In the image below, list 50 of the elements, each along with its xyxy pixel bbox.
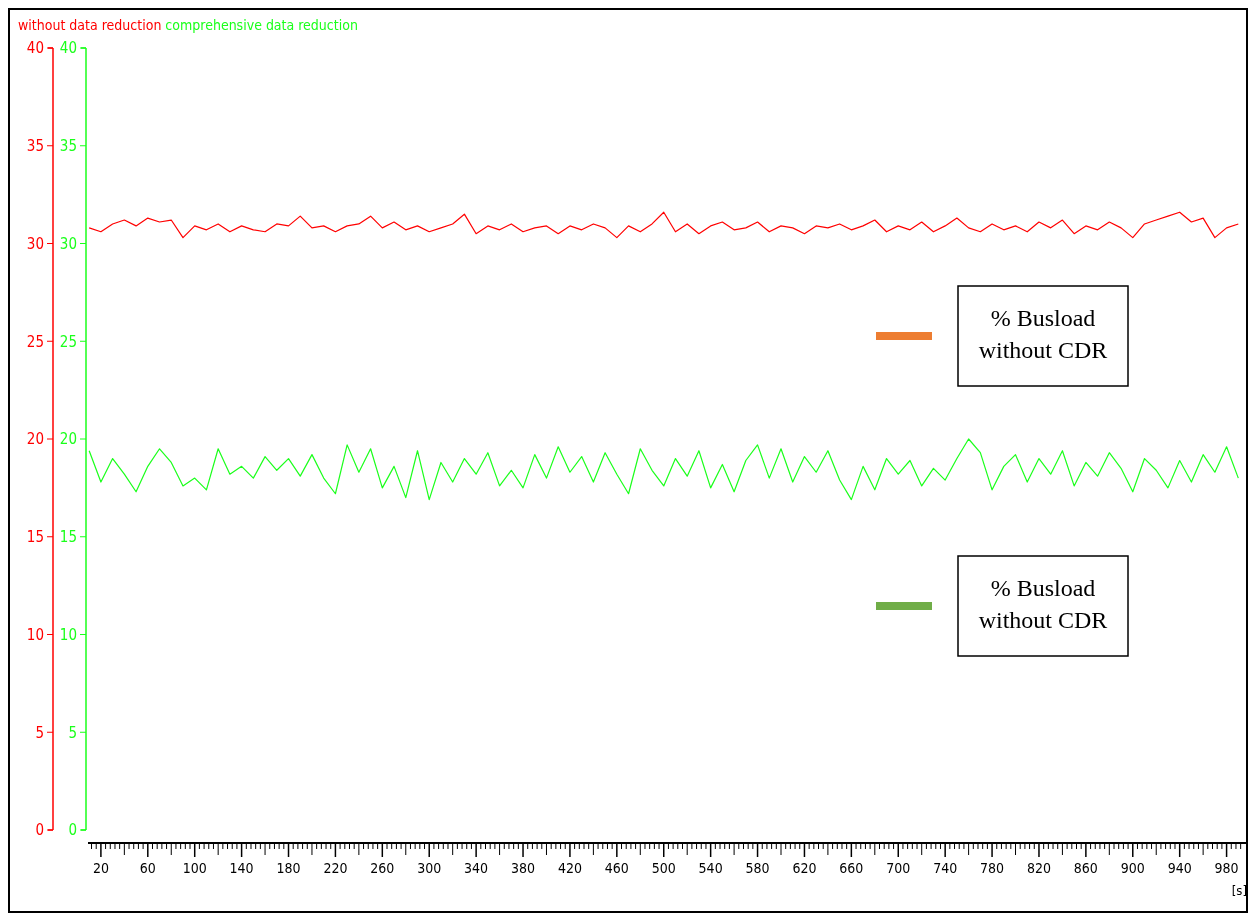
- y2-tick-label: 20: [59, 430, 77, 449]
- y-tick-label: 25: [26, 332, 44, 351]
- x-tick-label: 740: [933, 860, 958, 876]
- x-tick-label: 660: [839, 860, 864, 876]
- y-tick-label: 5: [35, 723, 44, 742]
- x-tick-label: 420: [557, 860, 582, 876]
- x-tick-label: 100: [182, 860, 207, 876]
- y-tick-label: 10: [26, 625, 44, 644]
- x-tick-label: 940: [1167, 860, 1192, 876]
- annotation: % Busload without CDR: [978, 305, 1108, 363]
- x-tick-label: 780: [980, 860, 1005, 876]
- x-tick-label: 500: [651, 860, 676, 876]
- x-tick-label: 340: [464, 860, 489, 876]
- text: without data reduction: [18, 17, 162, 33]
- y2-tick-label: 35: [59, 137, 77, 155]
- y-tick-label: 35: [26, 137, 44, 155]
- x-tick-label: 460: [604, 860, 629, 876]
- x-tick-label: 580: [745, 860, 770, 876]
- x-tick-label: 220: [323, 860, 348, 876]
- y2-tick-label: 10: [59, 625, 77, 644]
- x-tick-label: 300: [417, 860, 442, 876]
- x-tick-label: 140: [229, 860, 254, 876]
- x-tick-label: 20: [92, 860, 109, 876]
- annotation: % Busload without CDR: [978, 575, 1108, 633]
- y2-tick-label: 25: [59, 332, 77, 351]
- y2-tick-label: 40: [59, 39, 77, 58]
- x-tick-label: 700: [886, 860, 911, 876]
- x-tick-label: 900: [1120, 860, 1145, 876]
- x-tick-label: 260: [370, 860, 395, 876]
- line-series: [88, 211, 1239, 239]
- y-tick-label: 30: [26, 234, 44, 253]
- y-tick-label: 15: [26, 528, 44, 546]
- y2-tick-label: 30: [59, 234, 77, 253]
- y2-tick-label: 0: [68, 821, 77, 840]
- x-tick-label: 620: [792, 860, 817, 876]
- x-tick-label: 820: [1026, 860, 1051, 876]
- x-tick-label: 380: [511, 860, 536, 876]
- y-tick-label: 40: [26, 39, 44, 58]
- y-tick-label: 0: [35, 821, 44, 840]
- line-series: [88, 438, 1239, 501]
- x-axis-title: [s]: [1231, 883, 1247, 898]
- y2-tick-label: 5: [68, 723, 77, 742]
- y2-tick-label: 15: [59, 528, 77, 546]
- x-tick-label: 60: [139, 860, 156, 876]
- y-tick-label: 20: [26, 430, 44, 449]
- x-tick-label: 540: [698, 860, 723, 876]
- x-tick-label: 860: [1073, 860, 1098, 876]
- x-tick-label: 180: [276, 860, 301, 876]
- x-tick-label: 980: [1214, 860, 1239, 876]
- text: comprehensive data reduction: [161, 17, 358, 33]
